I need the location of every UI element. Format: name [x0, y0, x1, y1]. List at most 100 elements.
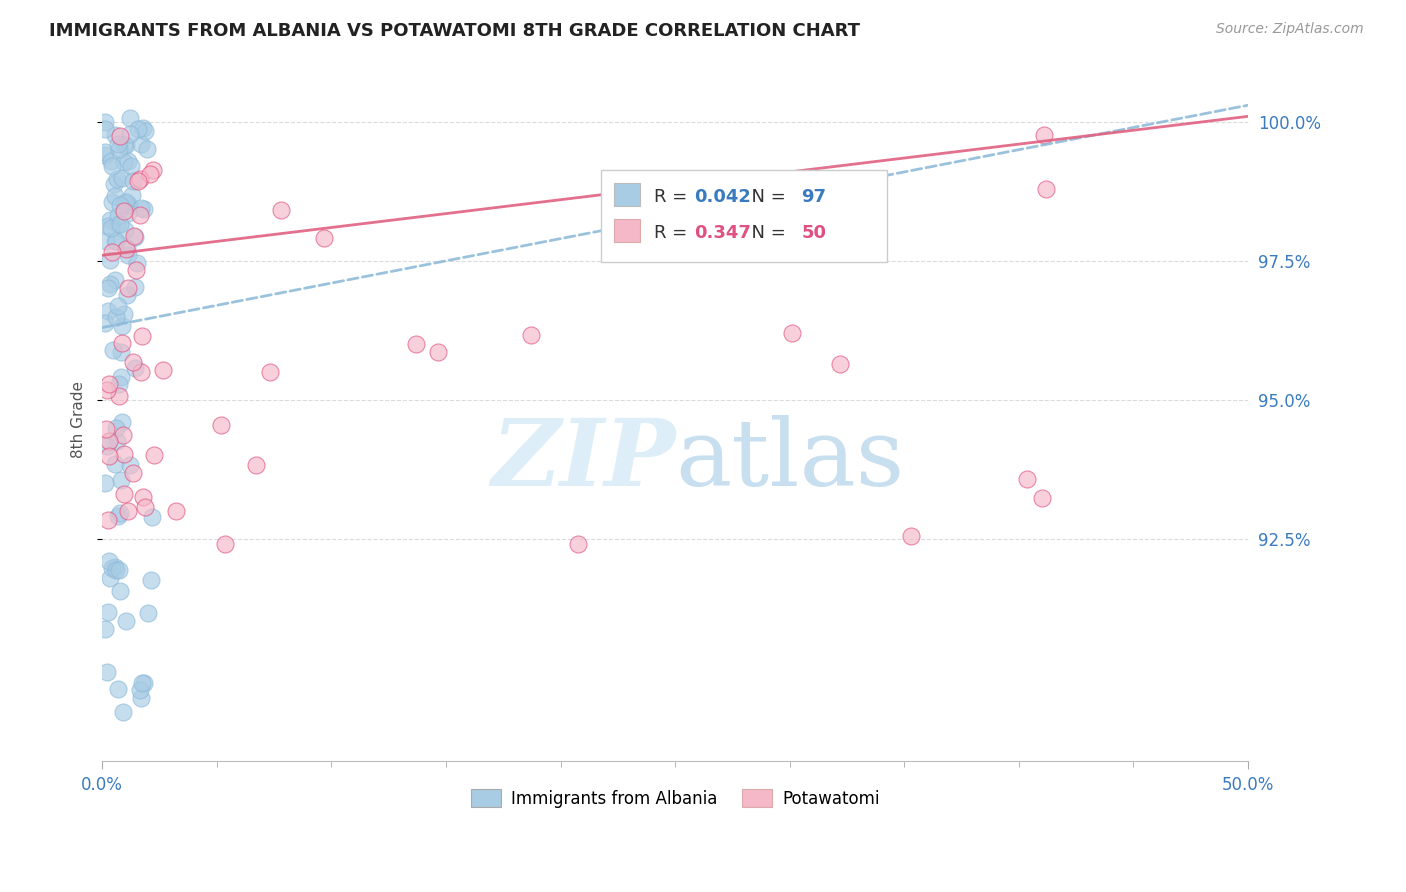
Point — [125, 263, 148, 277]
Text: 0.347: 0.347 — [695, 224, 751, 243]
Point — [118, 111, 141, 125]
Point — [105, 310, 128, 324]
Point — [108, 129, 131, 144]
Point — [142, 162, 165, 177]
Point — [141, 573, 163, 587]
Point — [112, 203, 135, 218]
Point — [118, 128, 141, 142]
Point — [405, 337, 427, 351]
Point — [103, 177, 125, 191]
Point — [112, 447, 135, 461]
Point — [115, 137, 138, 152]
Point — [1031, 491, 1053, 505]
Point — [108, 388, 131, 402]
Point — [132, 490, 155, 504]
Point — [93, 115, 115, 129]
Point — [110, 473, 132, 487]
Point — [259, 365, 281, 379]
Legend: Immigrants from Albania, Potawatomi: Immigrants from Albania, Potawatomi — [464, 783, 886, 814]
Point — [104, 235, 127, 249]
Point — [128, 172, 150, 186]
Point — [105, 171, 128, 186]
Point — [114, 615, 136, 629]
Point — [114, 242, 136, 256]
Point — [103, 343, 125, 357]
Point — [209, 418, 232, 433]
Point — [107, 509, 129, 524]
Point — [129, 201, 152, 215]
Point — [138, 606, 160, 620]
Text: R =: R = — [654, 188, 693, 206]
Text: Source: ZipAtlas.com: Source: ZipAtlas.com — [1216, 22, 1364, 37]
Point — [97, 434, 120, 448]
Point — [112, 196, 135, 211]
Point — [98, 277, 121, 291]
Point — [96, 665, 118, 680]
Point — [270, 202, 292, 217]
Point — [111, 335, 134, 350]
Point — [1033, 128, 1056, 142]
Point — [314, 231, 336, 245]
Text: ZIP: ZIP — [491, 416, 675, 505]
Point — [105, 563, 128, 577]
Point — [117, 503, 139, 517]
Point — [121, 174, 143, 188]
Point — [152, 363, 174, 377]
Point — [98, 212, 121, 227]
Point — [121, 187, 143, 202]
Point — [115, 195, 138, 210]
Bar — [614, 219, 640, 242]
Bar — [600, 169, 887, 262]
Point — [105, 235, 128, 249]
Bar — [614, 184, 640, 206]
Point — [101, 159, 124, 173]
Text: N =: N = — [741, 188, 792, 206]
Point — [107, 209, 129, 223]
Point — [426, 344, 449, 359]
Point — [567, 537, 589, 551]
Text: atlas: atlas — [675, 416, 904, 505]
Point — [96, 439, 118, 453]
Point — [127, 121, 149, 136]
Point — [104, 188, 127, 202]
Point — [112, 138, 135, 153]
Text: R =: R = — [654, 224, 693, 243]
Y-axis label: 8th Grade: 8th Grade — [72, 381, 86, 458]
Point — [93, 148, 115, 162]
Point — [107, 682, 129, 697]
Point — [117, 248, 139, 262]
Point — [143, 449, 166, 463]
Point — [118, 198, 141, 212]
Point — [117, 154, 139, 169]
Point — [124, 230, 146, 244]
Point — [127, 174, 149, 188]
Point — [165, 504, 187, 518]
Point — [129, 137, 152, 152]
Point — [111, 170, 134, 185]
Point — [132, 202, 155, 217]
Point — [111, 415, 134, 429]
Point — [93, 475, 115, 490]
Point — [98, 571, 121, 585]
Point — [129, 682, 152, 697]
Point — [112, 155, 135, 169]
Point — [108, 583, 131, 598]
Point — [780, 326, 803, 340]
Point — [110, 506, 132, 520]
Point — [93, 622, 115, 636]
Point — [101, 561, 124, 575]
Point — [117, 288, 139, 302]
Point — [125, 256, 148, 270]
Point — [94, 316, 117, 330]
Text: 0.042: 0.042 — [695, 188, 751, 206]
Point — [108, 198, 131, 212]
Point — [105, 434, 128, 449]
Point — [214, 537, 236, 551]
Point — [121, 466, 143, 480]
Point — [110, 369, 132, 384]
Point — [94, 234, 117, 248]
Point — [117, 198, 139, 212]
Point — [1017, 472, 1039, 486]
Text: N =: N = — [741, 224, 792, 243]
Point — [100, 221, 122, 235]
